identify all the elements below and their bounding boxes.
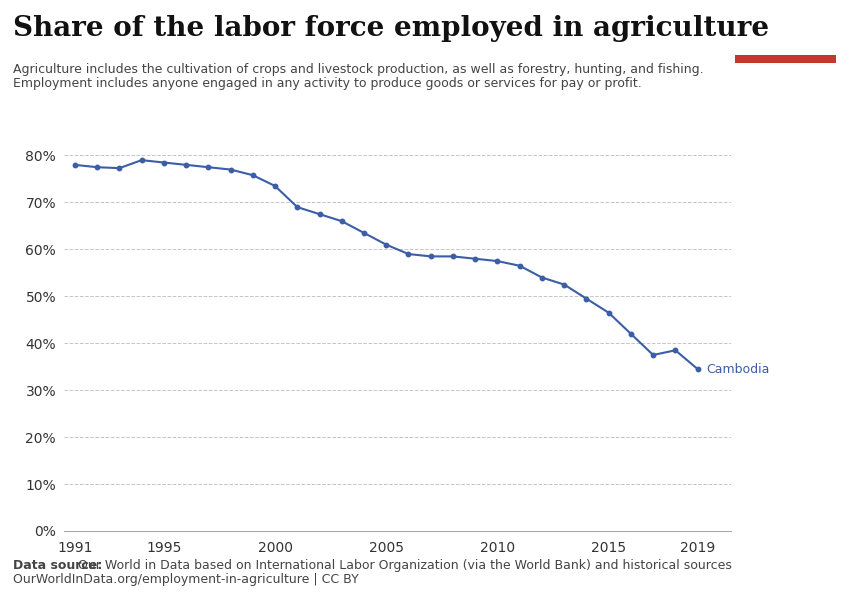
Text: Employment includes anyone engaged in any activity to produce goods or services : Employment includes anyone engaged in an… bbox=[13, 77, 642, 90]
Text: Agriculture includes the cultivation of crops and livestock production, as well : Agriculture includes the cultivation of … bbox=[13, 63, 703, 76]
FancyBboxPatch shape bbox=[735, 55, 836, 63]
Text: Data source:: Data source: bbox=[13, 559, 102, 572]
Text: Our World in Data based on International Labor Organization (via the World Bank): Our World in Data based on International… bbox=[78, 559, 732, 572]
Text: Share of the labor force employed in agriculture: Share of the labor force employed in agr… bbox=[13, 15, 769, 42]
Text: OurWorldInData.org/employment-in-agriculture | CC BY: OurWorldInData.org/employment-in-agricul… bbox=[13, 573, 359, 586]
Text: in Data: in Data bbox=[764, 37, 807, 47]
Text: Cambodia: Cambodia bbox=[706, 362, 770, 376]
Text: Our World: Our World bbox=[756, 21, 815, 31]
